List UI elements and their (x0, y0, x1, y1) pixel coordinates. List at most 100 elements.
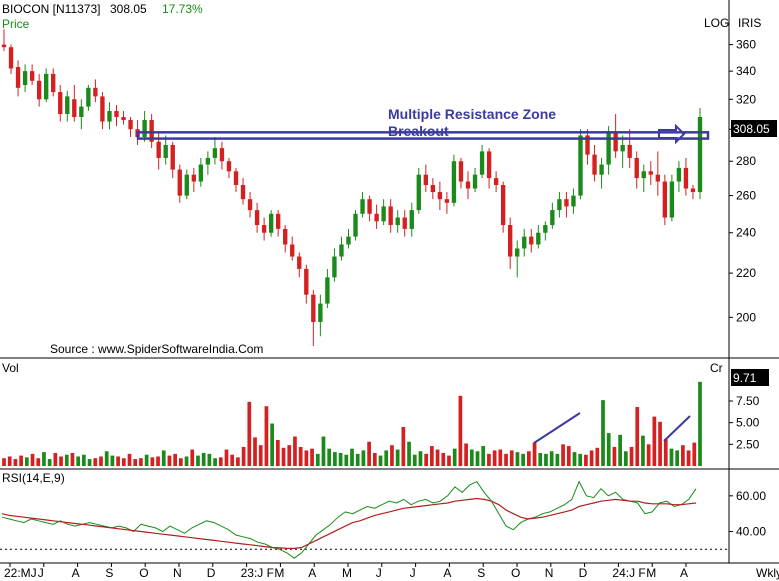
candle-body (683, 167, 689, 189)
time-tick-label: O (511, 566, 520, 580)
candle-body (156, 141, 161, 158)
candle-body (290, 244, 295, 257)
candle-body (276, 213, 281, 229)
price-axis: 200220240260280300320340360 (729, 38, 756, 324)
time-tick-label: A (680, 566, 688, 580)
volume-bar (287, 445, 292, 466)
volume-bar (469, 449, 474, 466)
volume-bar (367, 441, 371, 466)
volume-bar (253, 437, 257, 466)
candle-body (93, 87, 98, 97)
volume-bar (509, 450, 514, 466)
price-tick-label: 320 (736, 92, 756, 106)
volume-bar (698, 381, 702, 466)
volume-bar (24, 457, 29, 466)
volume-bar (7, 456, 12, 466)
candle-body (29, 71, 35, 81)
candle-body (240, 185, 246, 200)
volume-bar (424, 453, 429, 466)
volume-bar (53, 453, 58, 466)
candle-body (465, 181, 471, 189)
volume-bar (59, 456, 63, 466)
candle-body (268, 213, 274, 233)
candle-body (79, 106, 84, 118)
candle-body (346, 236, 351, 245)
volume-bar (487, 453, 491, 466)
price-tick-label: 240 (736, 226, 756, 240)
price-tick-label: 280 (736, 154, 756, 168)
volume-bar (452, 448, 457, 466)
candle-body (86, 87, 91, 107)
volume-unit: Cr (710, 361, 723, 375)
candle-body (458, 161, 464, 182)
volume-bar (538, 453, 543, 466)
candle-body (493, 178, 499, 186)
volume-bar (395, 449, 400, 466)
volume-bar (121, 458, 126, 466)
last-volume-badge (731, 369, 769, 386)
candle-body (128, 120, 133, 130)
candlestick-series (1, 29, 703, 347)
price-tick-label: 260 (736, 189, 756, 203)
volume-bar (201, 453, 206, 466)
candle-body (599, 164, 604, 175)
candle-body (648, 171, 653, 175)
candle-body (430, 185, 436, 193)
last-price-value: 308.05 (733, 122, 770, 136)
annotation-line1: Multiple Resistance Zone (388, 106, 556, 122)
volume-bar (652, 416, 657, 466)
volume-bar (447, 455, 451, 466)
volume-bar (412, 454, 417, 466)
candle-body (472, 174, 478, 189)
volume-tick-label: 2.50 (736, 437, 760, 451)
volume-bar (110, 455, 115, 466)
volume-bar (156, 456, 160, 466)
price-tick-label: 360 (736, 38, 756, 52)
volume-bar (247, 401, 252, 466)
candle-body (571, 195, 576, 207)
volume-bar (207, 453, 212, 466)
volume-bar (270, 423, 274, 466)
symbol-label: BIOCON [N11373] (2, 2, 100, 16)
volume-bar (333, 452, 337, 466)
rsi-line (1, 480, 697, 559)
rsi-tick-label: 60.00 (736, 489, 766, 503)
volume-bar (623, 451, 628, 466)
volume-bar (458, 395, 463, 466)
volume-bar (492, 450, 497, 466)
volume-bar (464, 443, 468, 466)
candle-body (585, 135, 590, 155)
volume-bar (47, 459, 52, 466)
time-tick-label: D (207, 566, 216, 580)
volume-bar (441, 453, 446, 466)
candle-body (198, 164, 204, 182)
volume-bar (82, 454, 86, 466)
candle-body (36, 80, 42, 100)
volume-bar (293, 436, 297, 466)
volume-bar (30, 453, 35, 466)
timeframe-label[interactable]: Wkly (756, 566, 779, 580)
candle-body (177, 169, 182, 196)
volume-bar (150, 457, 155, 466)
volume-bar (692, 442, 697, 466)
candle-body (149, 120, 154, 142)
candle-body (613, 132, 618, 152)
candle-body (395, 217, 400, 226)
volume-bar (641, 435, 645, 466)
candle-body (437, 192, 443, 200)
volume-bar (116, 456, 120, 466)
volume-bar (578, 453, 583, 466)
time-tick-label: S (477, 566, 485, 580)
volume-bar (350, 448, 354, 466)
volume-bar (87, 459, 92, 466)
candle-body (451, 161, 457, 203)
time-tick-label: 23:J F (241, 566, 274, 580)
volume-bar (127, 453, 132, 466)
log-toggle[interactable]: LOG (704, 16, 729, 30)
volume-bar (321, 436, 326, 466)
volume-bar (401, 427, 406, 466)
iris-label[interactable]: IRIS (738, 16, 761, 30)
volume-bar (378, 455, 383, 466)
candle-body (641, 171, 646, 179)
candle-body (65, 96, 70, 115)
